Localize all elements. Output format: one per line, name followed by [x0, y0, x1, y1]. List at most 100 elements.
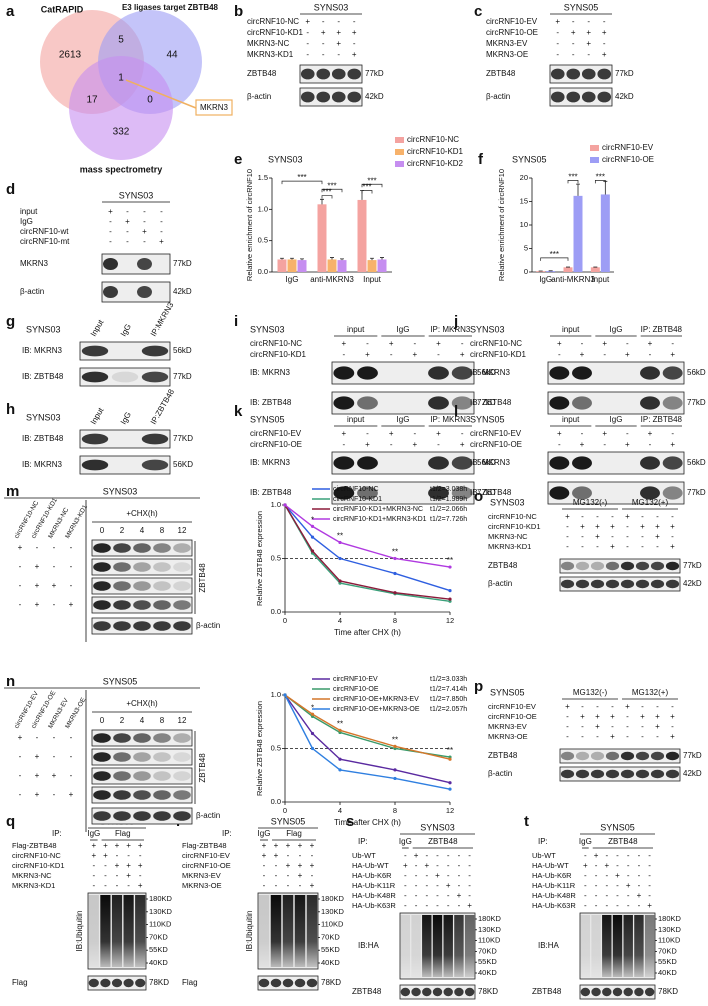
label: 110KD: [478, 936, 501, 945]
band: [620, 579, 635, 589]
label: -: [611, 722, 614, 731]
label: -: [649, 440, 652, 449]
label: **: [337, 532, 343, 541]
point: [310, 535, 315, 539]
legend-label: circRNF10-EV: [602, 143, 654, 152]
label: circRNF10-OE: [250, 440, 302, 449]
band: [133, 581, 151, 591]
band: [173, 600, 191, 610]
blot-frame: [91, 748, 193, 766]
label: +: [310, 881, 315, 890]
label: -: [311, 851, 314, 860]
label: 180KD: [478, 914, 502, 923]
band: [605, 561, 620, 571]
band: [662, 486, 683, 500]
label: -: [627, 861, 630, 870]
label: -: [566, 732, 569, 741]
y-tick-label: 0: [524, 267, 528, 276]
band: [113, 600, 131, 610]
label: 55KD: [478, 957, 497, 966]
label: -: [127, 881, 130, 890]
label: +: [640, 712, 645, 721]
band: [560, 751, 575, 761]
error-bar: [330, 257, 334, 260]
label: +: [310, 861, 315, 870]
point: [310, 524, 315, 529]
band: [560, 579, 575, 589]
label: 180KD: [321, 894, 345, 903]
label: -: [126, 207, 129, 216]
label: 40KD: [149, 958, 168, 967]
label: SYNS03: [314, 2, 349, 12]
label: -: [627, 871, 630, 880]
band: [258, 978, 270, 988]
label: +: [52, 581, 57, 590]
label: circRNF10-NC: [488, 512, 537, 521]
label: -: [436, 851, 439, 860]
label: 77kD: [477, 488, 496, 497]
blot-frame: [559, 558, 681, 574]
label: -: [587, 17, 590, 26]
label: ZBTB48: [532, 987, 562, 996]
label: -: [566, 532, 569, 541]
label: +: [412, 350, 417, 359]
label: -: [581, 429, 584, 438]
label: **: [392, 548, 398, 557]
label: 332: [113, 127, 130, 138]
band: [113, 790, 131, 800]
label: IB: ZBTB48: [250, 488, 292, 497]
band: [331, 68, 346, 80]
band: [428, 486, 449, 500]
band: [133, 562, 151, 572]
legend-label: t1/2=3.033h: [430, 676, 467, 683]
y-tick-label: 10: [520, 220, 528, 229]
label: 130KD: [658, 925, 682, 934]
x-tick-label: Input: [591, 275, 610, 284]
error-bar: [320, 198, 324, 205]
label: ZBTB48: [488, 561, 518, 570]
label: -: [143, 217, 146, 226]
label: +: [670, 732, 675, 741]
legend-label: circRNF10-OE: [602, 155, 654, 164]
label: Flag: [115, 829, 131, 838]
label: -: [143, 207, 146, 216]
band: [347, 68, 362, 80]
label: 70KD: [149, 932, 168, 941]
label: ZBTB48: [198, 563, 207, 593]
panel-letter: c: [474, 3, 482, 20]
label: β-actin: [488, 769, 512, 778]
panel-letter: i: [234, 313, 238, 330]
smear: [580, 915, 591, 977]
point: [310, 712, 315, 716]
band: [113, 733, 131, 743]
sig-bracket: [321, 188, 343, 193]
label: HA-Ub-K11R: [352, 881, 396, 890]
label: +: [670, 350, 675, 359]
label: IgG: [258, 829, 271, 838]
label: -: [447, 871, 450, 880]
point: [448, 565, 452, 569]
label: -: [109, 227, 112, 236]
label: -: [404, 871, 407, 880]
label: +: [142, 227, 147, 236]
band: [81, 433, 109, 445]
label: -: [566, 542, 569, 551]
label: circRNF10-NC: [12, 851, 61, 860]
panel-letter: k: [234, 403, 243, 420]
panel-letter: o: [474, 488, 483, 505]
panel-letter: h: [6, 401, 15, 418]
label: -: [641, 702, 644, 711]
label: 77kD: [683, 561, 702, 570]
band: [141, 433, 169, 445]
label: -: [584, 901, 587, 910]
band: [333, 396, 355, 410]
label: -: [92, 861, 95, 870]
point: [283, 503, 287, 507]
band: [331, 91, 346, 103]
label: -: [415, 861, 418, 870]
label: -: [437, 350, 440, 359]
label: -: [648, 851, 651, 860]
label: +: [595, 712, 600, 721]
label: 130KD: [321, 907, 345, 916]
label: -: [461, 339, 464, 348]
